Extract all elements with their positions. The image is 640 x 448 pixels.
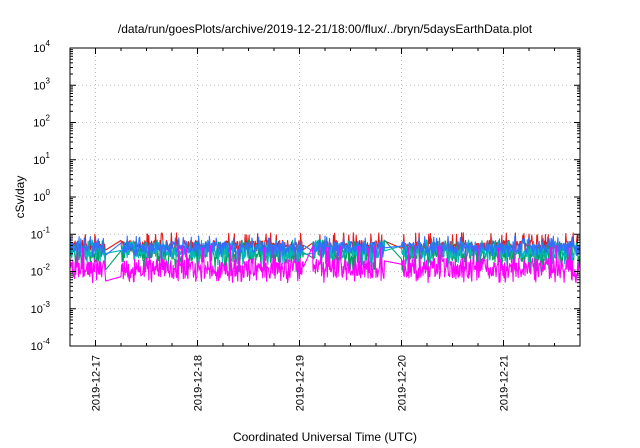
series-line-4: [69, 235, 581, 258]
y-tick-label: 104: [33, 39, 50, 55]
y-tick-label: 10-3: [31, 300, 51, 316]
x-tick-label: 2019-12-18: [193, 355, 205, 411]
y-tick-label: 102: [33, 114, 50, 130]
y-tick-exponent: 2: [46, 114, 51, 123]
y-tick-base: 10: [33, 118, 45, 130]
y-tick-exponent: 4: [46, 39, 51, 48]
y-tick-base: 10: [33, 80, 45, 92]
axes: 10410310210110010-110-210-310-42019-12-1…: [31, 39, 581, 411]
y-tick-label: 103: [33, 76, 50, 92]
y-tick-exponent: 0: [46, 188, 51, 197]
grid-lines: [70, 48, 580, 346]
y-tick-exponent: -4: [43, 337, 51, 346]
y-tick-label: 10-2: [31, 263, 51, 279]
y-tick-label: 100: [33, 188, 50, 204]
y-tick-base: 10: [31, 304, 43, 316]
x-tick-label: 2019-12-17: [91, 355, 103, 411]
y-tick-label: 10-1: [31, 225, 51, 241]
y-tick-base: 10: [31, 229, 43, 241]
y-tick-exponent: -1: [43, 225, 51, 234]
y-tick-base: 10: [31, 341, 43, 353]
data-series: [69, 232, 581, 284]
x-tick-label: 2019-12-21: [499, 355, 511, 411]
x-tick-label: 2019-12-20: [397, 355, 409, 411]
y-axis-label: cSv/day: [13, 176, 27, 219]
series-line-5: [69, 244, 581, 284]
y-tick-label: 101: [33, 151, 50, 167]
chart-title: /data/run/goesPlots/archive/2019-12-21/1…: [118, 22, 533, 36]
y-tick-base: 10: [33, 155, 45, 167]
y-tick-exponent: 1: [46, 151, 51, 160]
y-tick-exponent: 3: [46, 76, 51, 85]
x-axis-label: Coordinated Universal Time (UTC): [233, 430, 417, 444]
y-tick-label: 10-4: [31, 337, 51, 353]
y-tick-exponent: -3: [43, 300, 51, 309]
y-tick-base: 10: [33, 43, 45, 55]
y-tick-base: 10: [33, 192, 45, 204]
x-tick-label: 2019-12-19: [295, 355, 307, 411]
y-tick-base: 10: [31, 267, 43, 279]
y-tick-exponent: -2: [43, 263, 51, 272]
